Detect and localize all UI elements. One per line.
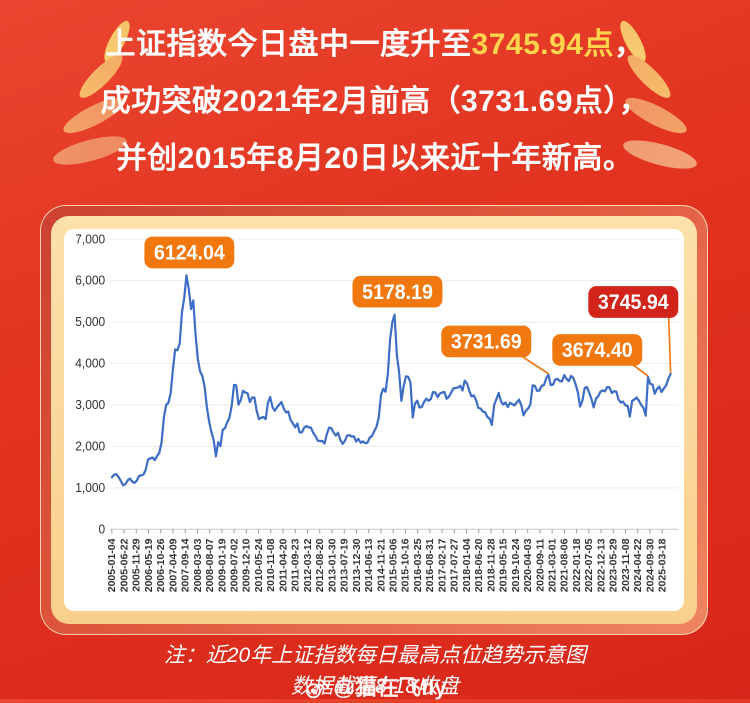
svg-text:5178.19: 5178.19 — [362, 281, 433, 304]
svg-text:2025-03-18: 2025-03-18 — [658, 538, 669, 592]
svg-text:2007-09-14: 2007-09-14 — [181, 538, 192, 592]
chart-area: 0 1,000 2,000 3,000 4,000 5,000 6,000 7,000 2005… — [64, 229, 684, 611]
svg-text:7,000: 7,000 — [75, 232, 105, 246]
svg-text:2012-08-20: 2012-08-20 — [315, 538, 326, 592]
note-line1: 注：近20年上证指数每日最高点位趋势示意图 — [163, 644, 587, 667]
svg-text:2005-11-29: 2005-11-29 — [132, 538, 143, 592]
svg-text:2005-01-04: 2005-01-04 — [107, 538, 118, 592]
svg-text:2006-10-26: 2006-10-26 — [156, 538, 167, 592]
svg-text:2016-08-31: 2016-08-31 — [425, 538, 436, 592]
svg-text:2010-05-24: 2010-05-24 — [254, 538, 265, 592]
svg-text:2010-11-08: 2010-11-08 — [266, 538, 277, 592]
svg-text:2013-07-19: 2013-07-19 — [340, 538, 351, 592]
svg-text:2009-12-10: 2009-12-10 — [242, 538, 253, 592]
svg-text:2011-04-20: 2011-04-20 — [279, 538, 290, 592]
svg-text:2022-12-13: 2022-12-13 — [597, 538, 608, 592]
svg-text:3731.69: 3731.69 — [451, 331, 522, 354]
svg-text:2018-11-28: 2018-11-28 — [487, 538, 498, 592]
svg-text:6,000: 6,000 — [75, 273, 105, 287]
svg-text:2008-08-07: 2008-08-07 — [205, 538, 216, 592]
svg-text:2020-09-11: 2020-09-11 — [536, 538, 547, 592]
svg-text:2023-11-08: 2023-11-08 — [621, 538, 632, 592]
svg-text:2021-03-01: 2021-03-01 — [548, 538, 559, 592]
chart-card-frame: 0 1,000 2,000 3,000 4,000 5,000 6,000 7,000 2005… — [51, 216, 697, 624]
svg-text:4,000: 4,000 — [75, 356, 105, 370]
svg-text:6124.04: 6124.04 — [154, 242, 226, 265]
svg-text:2017-02-17: 2017-02-17 — [438, 538, 449, 592]
svg-text:2022-07-05: 2022-07-05 — [584, 538, 595, 592]
svg-text:2014-11-21: 2014-11-21 — [377, 538, 388, 592]
svg-text:2013-01-30: 2013-01-30 — [328, 538, 339, 592]
headline-highlight-value: 3745.94点 — [471, 28, 614, 61]
svg-text:2015-10-16: 2015-10-16 — [401, 538, 412, 592]
svg-text:3745.94: 3745.94 — [598, 292, 670, 315]
index-trend-line-chart: 0 1,000 2,000 3,000 4,000 5,000 6,000 7,000 2005… — [75, 232, 679, 592]
svg-text:2015-05-06: 2015-05-06 — [389, 538, 400, 592]
svg-text:2018-06-20: 2018-06-20 — [474, 538, 485, 592]
svg-text:2016-03-25: 2016-03-25 — [413, 538, 424, 592]
headline-line1-text: 上证指数今日盘中一度升至 — [105, 28, 472, 61]
svg-text:2008-03-03: 2008-03-03 — [193, 538, 204, 592]
svg-text:2012-03-12: 2012-03-12 — [303, 538, 314, 592]
headline-line1: 上证指数今日盘中一度升至3745.94点， — [0, 16, 750, 73]
svg-text:2009-01-19: 2009-01-19 — [218, 538, 229, 592]
headline-line2: 成功突破2021年2月前高（3731.69点）， — [100, 85, 650, 118]
svg-text:2024-09-30: 2024-09-30 — [646, 538, 657, 592]
svg-text:2005-06-22: 2005-06-22 — [120, 538, 131, 592]
svg-text:2011-09-23: 2011-09-23 — [291, 538, 302, 592]
svg-text:2023-05-29: 2023-05-29 — [609, 538, 620, 592]
chart-card: 0 1,000 2,000 3,000 4,000 5,000 6,000 7,000 2005… — [40, 205, 708, 635]
svg-text:3,000: 3,000 — [75, 398, 105, 412]
svg-text:2021-08-06: 2021-08-06 — [560, 538, 571, 592]
headline-line1-punct: ， — [613, 28, 645, 61]
svg-text:2024-04-22: 2024-04-22 — [633, 538, 644, 592]
svg-text:2009-07-02: 2009-07-02 — [230, 538, 241, 592]
headline: 上证指数今日盘中一度升至3745.94点， 成功突破2021年2月前高（3731… — [0, 0, 750, 187]
svg-text:0: 0 — [98, 522, 105, 536]
svg-text:2020-04-03: 2020-04-03 — [523, 538, 534, 592]
svg-text:2019-10-24: 2019-10-24 — [511, 538, 522, 592]
svg-text:2,000: 2,000 — [75, 439, 105, 453]
svg-text:2007-04-09: 2007-04-09 — [169, 538, 180, 592]
footer-note: 注：近20年上证指数每日最高点位趋势示意图 数据截至8-18收盘 @猫在飞fly — [0, 640, 750, 702]
svg-text:2017-07-27: 2017-07-27 — [450, 538, 461, 592]
svg-text:2014-06-13: 2014-06-13 — [364, 538, 375, 592]
svg-text:3674.40: 3674.40 — [562, 340, 633, 363]
svg-text:1,000: 1,000 — [75, 481, 105, 495]
svg-text:2006-05-19: 2006-05-19 — [144, 538, 155, 592]
svg-text:5,000: 5,000 — [75, 315, 105, 329]
svg-text:2022-01-18: 2022-01-18 — [572, 538, 583, 592]
svg-text:2019-05-15: 2019-05-15 — [499, 538, 510, 592]
headline-line3: 并创2015年8月20日以来近十年新高。 — [116, 142, 634, 175]
note-line2: 数据截至8-18收盘 — [290, 675, 460, 698]
svg-text:2013-12-30: 2013-12-30 — [352, 538, 363, 592]
svg-text:2018-01-04: 2018-01-04 — [462, 538, 473, 592]
